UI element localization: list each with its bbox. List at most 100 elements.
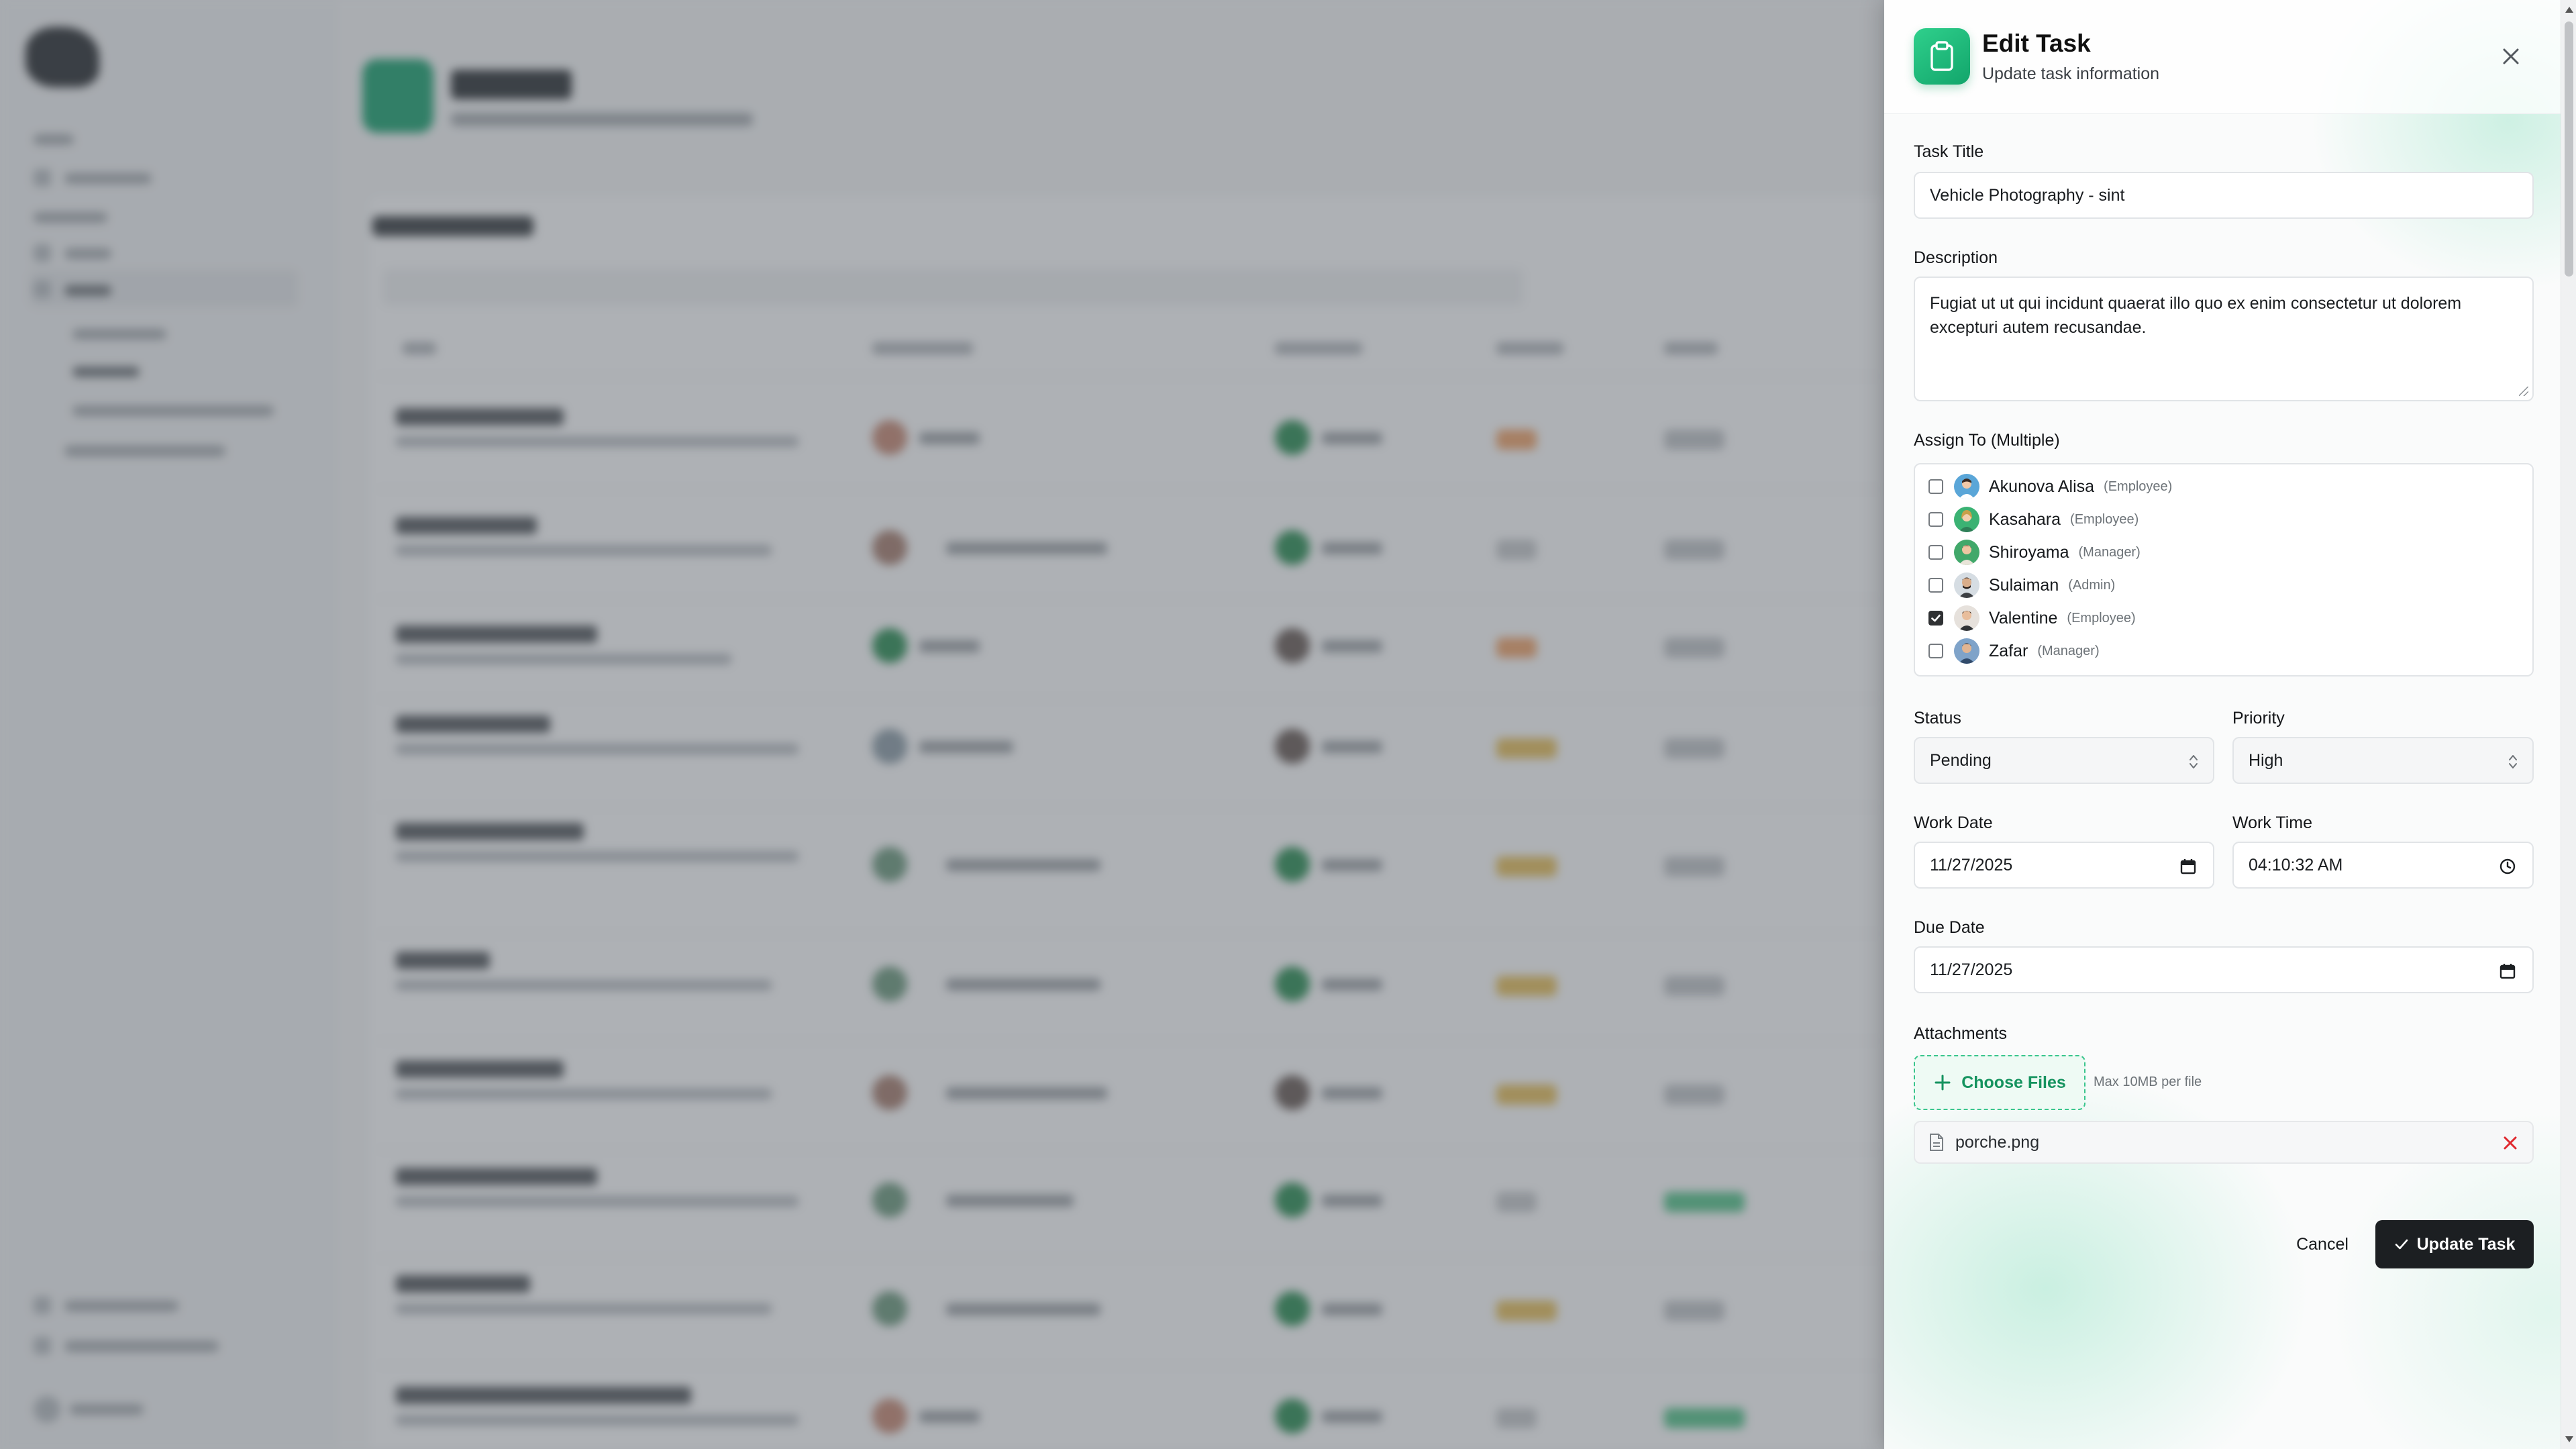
work-time-label: Work Time (2232, 813, 2312, 832)
bg-status (1664, 1085, 1724, 1105)
bg-row-title (396, 952, 490, 969)
choose-files-button[interactable]: Choose Files (1914, 1055, 2085, 1110)
assignee-role: (Employee) (2104, 479, 2173, 494)
bg-user-name (70, 1404, 144, 1415)
bg-row-sep (376, 1149, 1884, 1150)
assignee-name: Sulaiman (1989, 575, 2059, 595)
close-icon[interactable] (2493, 39, 2528, 74)
edit-task-drawer: Edit Task Update task information Task T… (1884, 0, 2561, 1449)
assignee-role: (Manager) (2078, 544, 2141, 560)
bg-row-desc (396, 1196, 798, 1207)
bg-status (1664, 430, 1724, 450)
bg-avatar (1275, 1183, 1310, 1217)
bg-nav-section (34, 212, 107, 223)
task-title-value: Vehicle Photography - sint (1930, 185, 2125, 205)
bg-row-sep (376, 599, 1884, 600)
bg-avatar (1275, 847, 1310, 882)
scroll-up-icon[interactable] (2565, 7, 2573, 13)
assignee-row[interactable]: Valentine (Employee) (1928, 605, 2136, 632)
assign-label: Assign To (Multiple) (1914, 431, 2060, 450)
calendar-icon[interactable] (2179, 858, 2197, 875)
assignee-row[interactable]: Sulaiman (Admin) (1928, 572, 2115, 599)
assignee-row[interactable]: Shiroyama (Manager) (1928, 539, 2141, 566)
status-select[interactable]: Pending (1914, 737, 2214, 784)
description-textarea[interactable]: Fugiat ut ut qui incidunt quaerat illo q… (1914, 277, 2534, 401)
clock-icon[interactable] (2499, 858, 2516, 875)
assignee-checkbox[interactable] (1928, 578, 1943, 593)
description-label: Description (1914, 248, 1998, 267)
bg-row-desc (396, 1303, 772, 1314)
priority-select[interactable]: High (2232, 737, 2534, 784)
bg-nav-icon (34, 1337, 51, 1354)
bg-nav-icon (34, 281, 51, 298)
bg-row-sep (376, 1040, 1884, 1042)
bg-text (919, 741, 1013, 753)
bg-text (1322, 1087, 1382, 1099)
bg-avatar (1275, 966, 1310, 1001)
update-task-label: Update Task (2416, 1234, 2516, 1254)
assignee-row[interactable]: Akunova Alisa (Employee) (1928, 473, 2172, 500)
due-date-value: 11/27/2025 (1930, 960, 2013, 979)
drawer-scrollbar[interactable] (2561, 0, 2576, 1449)
drawer-title: Edit Task (1982, 30, 2091, 57)
work-date-input[interactable]: 11/27/2025 (1914, 842, 2214, 889)
bg-nav-item (64, 173, 152, 184)
bg-status (1664, 1192, 1745, 1212)
assignee-checkbox[interactable] (1928, 479, 1943, 494)
bg-text (946, 1303, 1100, 1315)
bg-text (1322, 741, 1382, 753)
bg-card-title (372, 216, 533, 236)
bg-nav-item (64, 1301, 178, 1311)
remove-file-icon[interactable] (2500, 1133, 2520, 1153)
bg-nav-section (34, 134, 74, 145)
bg-row-title (396, 1060, 564, 1078)
scroll-down-icon[interactable] (2565, 1436, 2573, 1442)
bg-priority (1496, 1085, 1557, 1105)
bg-row-sep (376, 376, 1884, 377)
bg-text (919, 1411, 980, 1423)
avatar (1954, 638, 1979, 664)
file-icon (1930, 1134, 1943, 1151)
calendar-icon[interactable] (2499, 962, 2516, 980)
attachments-label: Attachments (1914, 1024, 2007, 1043)
assignee-checkbox[interactable] (1928, 512, 1943, 527)
bg-row-sep (376, 489, 1884, 490)
work-time-input[interactable]: 04:10:32 AM (2232, 842, 2534, 889)
assignee-checkbox[interactable] (1928, 644, 1943, 658)
priority-value: High (2249, 750, 2283, 770)
bg-row-desc (396, 851, 798, 862)
bg-row-title (396, 1387, 691, 1404)
avatar (1954, 540, 1979, 565)
assignee-row[interactable]: Kasahara (Employee) (1928, 506, 2139, 533)
bg-priority (1496, 540, 1537, 560)
bg-status (1664, 856, 1724, 877)
cancel-button[interactable]: Cancel (2296, 1234, 2349, 1254)
assignee-row[interactable]: Zafar (Manager) (1928, 638, 2100, 664)
scrollbar-thumb[interactable] (2565, 21, 2573, 277)
check-icon (2395, 1239, 2408, 1250)
bg-status (1664, 1408, 1745, 1428)
bg-nav-icon (34, 244, 51, 262)
description-value: Fugiat ut ut qui incidunt quaerat illo q… (1930, 294, 2462, 337)
bg-avatar (872, 1183, 907, 1217)
bg-avatar (872, 1075, 907, 1110)
work-date-value: 11/27/2025 (1930, 855, 2013, 875)
bg-status (1664, 976, 1724, 996)
bg-text (1322, 542, 1382, 554)
task-title-input[interactable]: Vehicle Photography - sint (1914, 172, 2534, 219)
due-date-input[interactable]: 11/27/2025 (1914, 946, 2534, 993)
bg-row-sep (376, 807, 1884, 808)
bg-text (946, 859, 1100, 871)
assignee-checkbox-checked[interactable] (1928, 611, 1943, 626)
resize-handle-icon[interactable] (2519, 387, 2528, 396)
bg-col-header (1664, 342, 1718, 354)
assignee-checkbox[interactable] (1928, 545, 1943, 560)
bg-nav-icon (34, 169, 51, 187)
bg-row-sep (376, 933, 1884, 934)
bg-user-avatar (34, 1396, 60, 1423)
update-task-button[interactable]: Update Task (2375, 1220, 2534, 1268)
modal-backdrop[interactable] (0, 0, 1884, 1449)
bg-row-title (396, 715, 550, 733)
bg-avatar (1275, 530, 1310, 565)
background-sidebar (0, 0, 336, 1449)
